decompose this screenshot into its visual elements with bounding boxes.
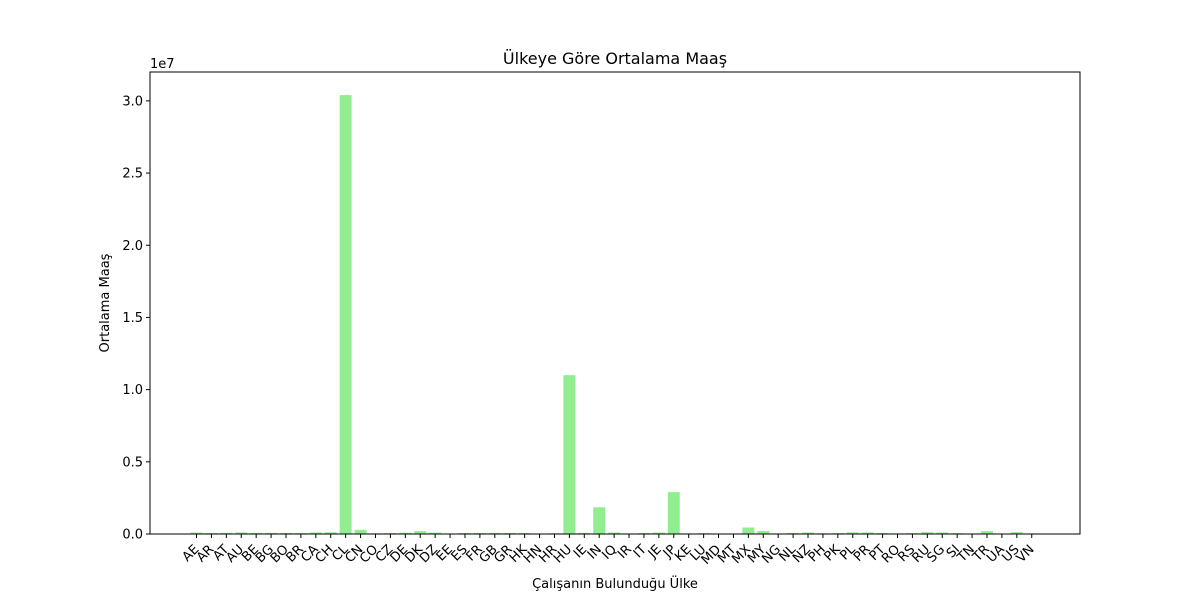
bar-dk xyxy=(414,531,427,534)
bar-es xyxy=(459,532,471,534)
y-tick-label: 2.5 xyxy=(122,167,143,182)
y-tick-label: 0.5 xyxy=(122,455,143,470)
bar-ie xyxy=(578,532,591,534)
bar-cn xyxy=(354,529,367,534)
bar-dz xyxy=(429,532,442,534)
bar-be xyxy=(250,532,263,534)
bar-ae xyxy=(190,532,203,534)
bar-ch xyxy=(324,532,337,534)
bar-fr xyxy=(473,532,486,534)
y-offset-label: 1e7 xyxy=(150,57,175,72)
bar-us xyxy=(1010,532,1023,534)
y-axis: 0.0 0.5 1.0 1.5 2.0 2.5 3.0 xyxy=(122,94,150,543)
bar-sg xyxy=(936,532,949,534)
bar-de xyxy=(399,532,412,534)
bar-bg xyxy=(265,532,278,534)
bar-pr xyxy=(861,532,874,534)
bar-in xyxy=(593,507,606,534)
plot-frame xyxy=(149,71,1081,535)
bar-hk xyxy=(518,532,531,534)
bar-gr xyxy=(503,532,516,534)
bar-nz xyxy=(802,532,814,534)
bar-je xyxy=(652,532,665,534)
bar-bo xyxy=(280,532,292,534)
x-axis-title: Çalışanın Bulunduğu Ülke xyxy=(532,575,698,592)
bar-hu xyxy=(563,375,576,534)
y-tick-label: 0.0 xyxy=(122,528,143,543)
chart-title: Ülkeye Göre Ortalama Maaş xyxy=(503,49,727,68)
y-axis-title: Ortalama Maaş xyxy=(98,253,113,352)
y-tick-label: 1.0 xyxy=(122,383,143,398)
bar-ru xyxy=(921,532,934,534)
bar-nl xyxy=(787,532,800,534)
bar-pt xyxy=(876,532,889,534)
y-tick-label: 3.0 xyxy=(122,94,143,109)
bar-pl xyxy=(846,532,859,534)
bar-tr xyxy=(981,531,993,534)
bar-at xyxy=(220,532,233,534)
bar-my xyxy=(757,530,770,534)
bar-jp xyxy=(667,492,680,534)
bar-au xyxy=(235,532,248,534)
y-tick-label: 2.0 xyxy=(122,239,143,254)
bar-it xyxy=(637,532,650,534)
bar-gb xyxy=(488,532,501,534)
y-tick-label: 1.5 xyxy=(122,311,143,326)
bar-ca xyxy=(309,532,322,534)
bar-mx xyxy=(742,527,755,534)
bar-iq xyxy=(608,532,621,534)
bar-cl xyxy=(339,95,352,534)
